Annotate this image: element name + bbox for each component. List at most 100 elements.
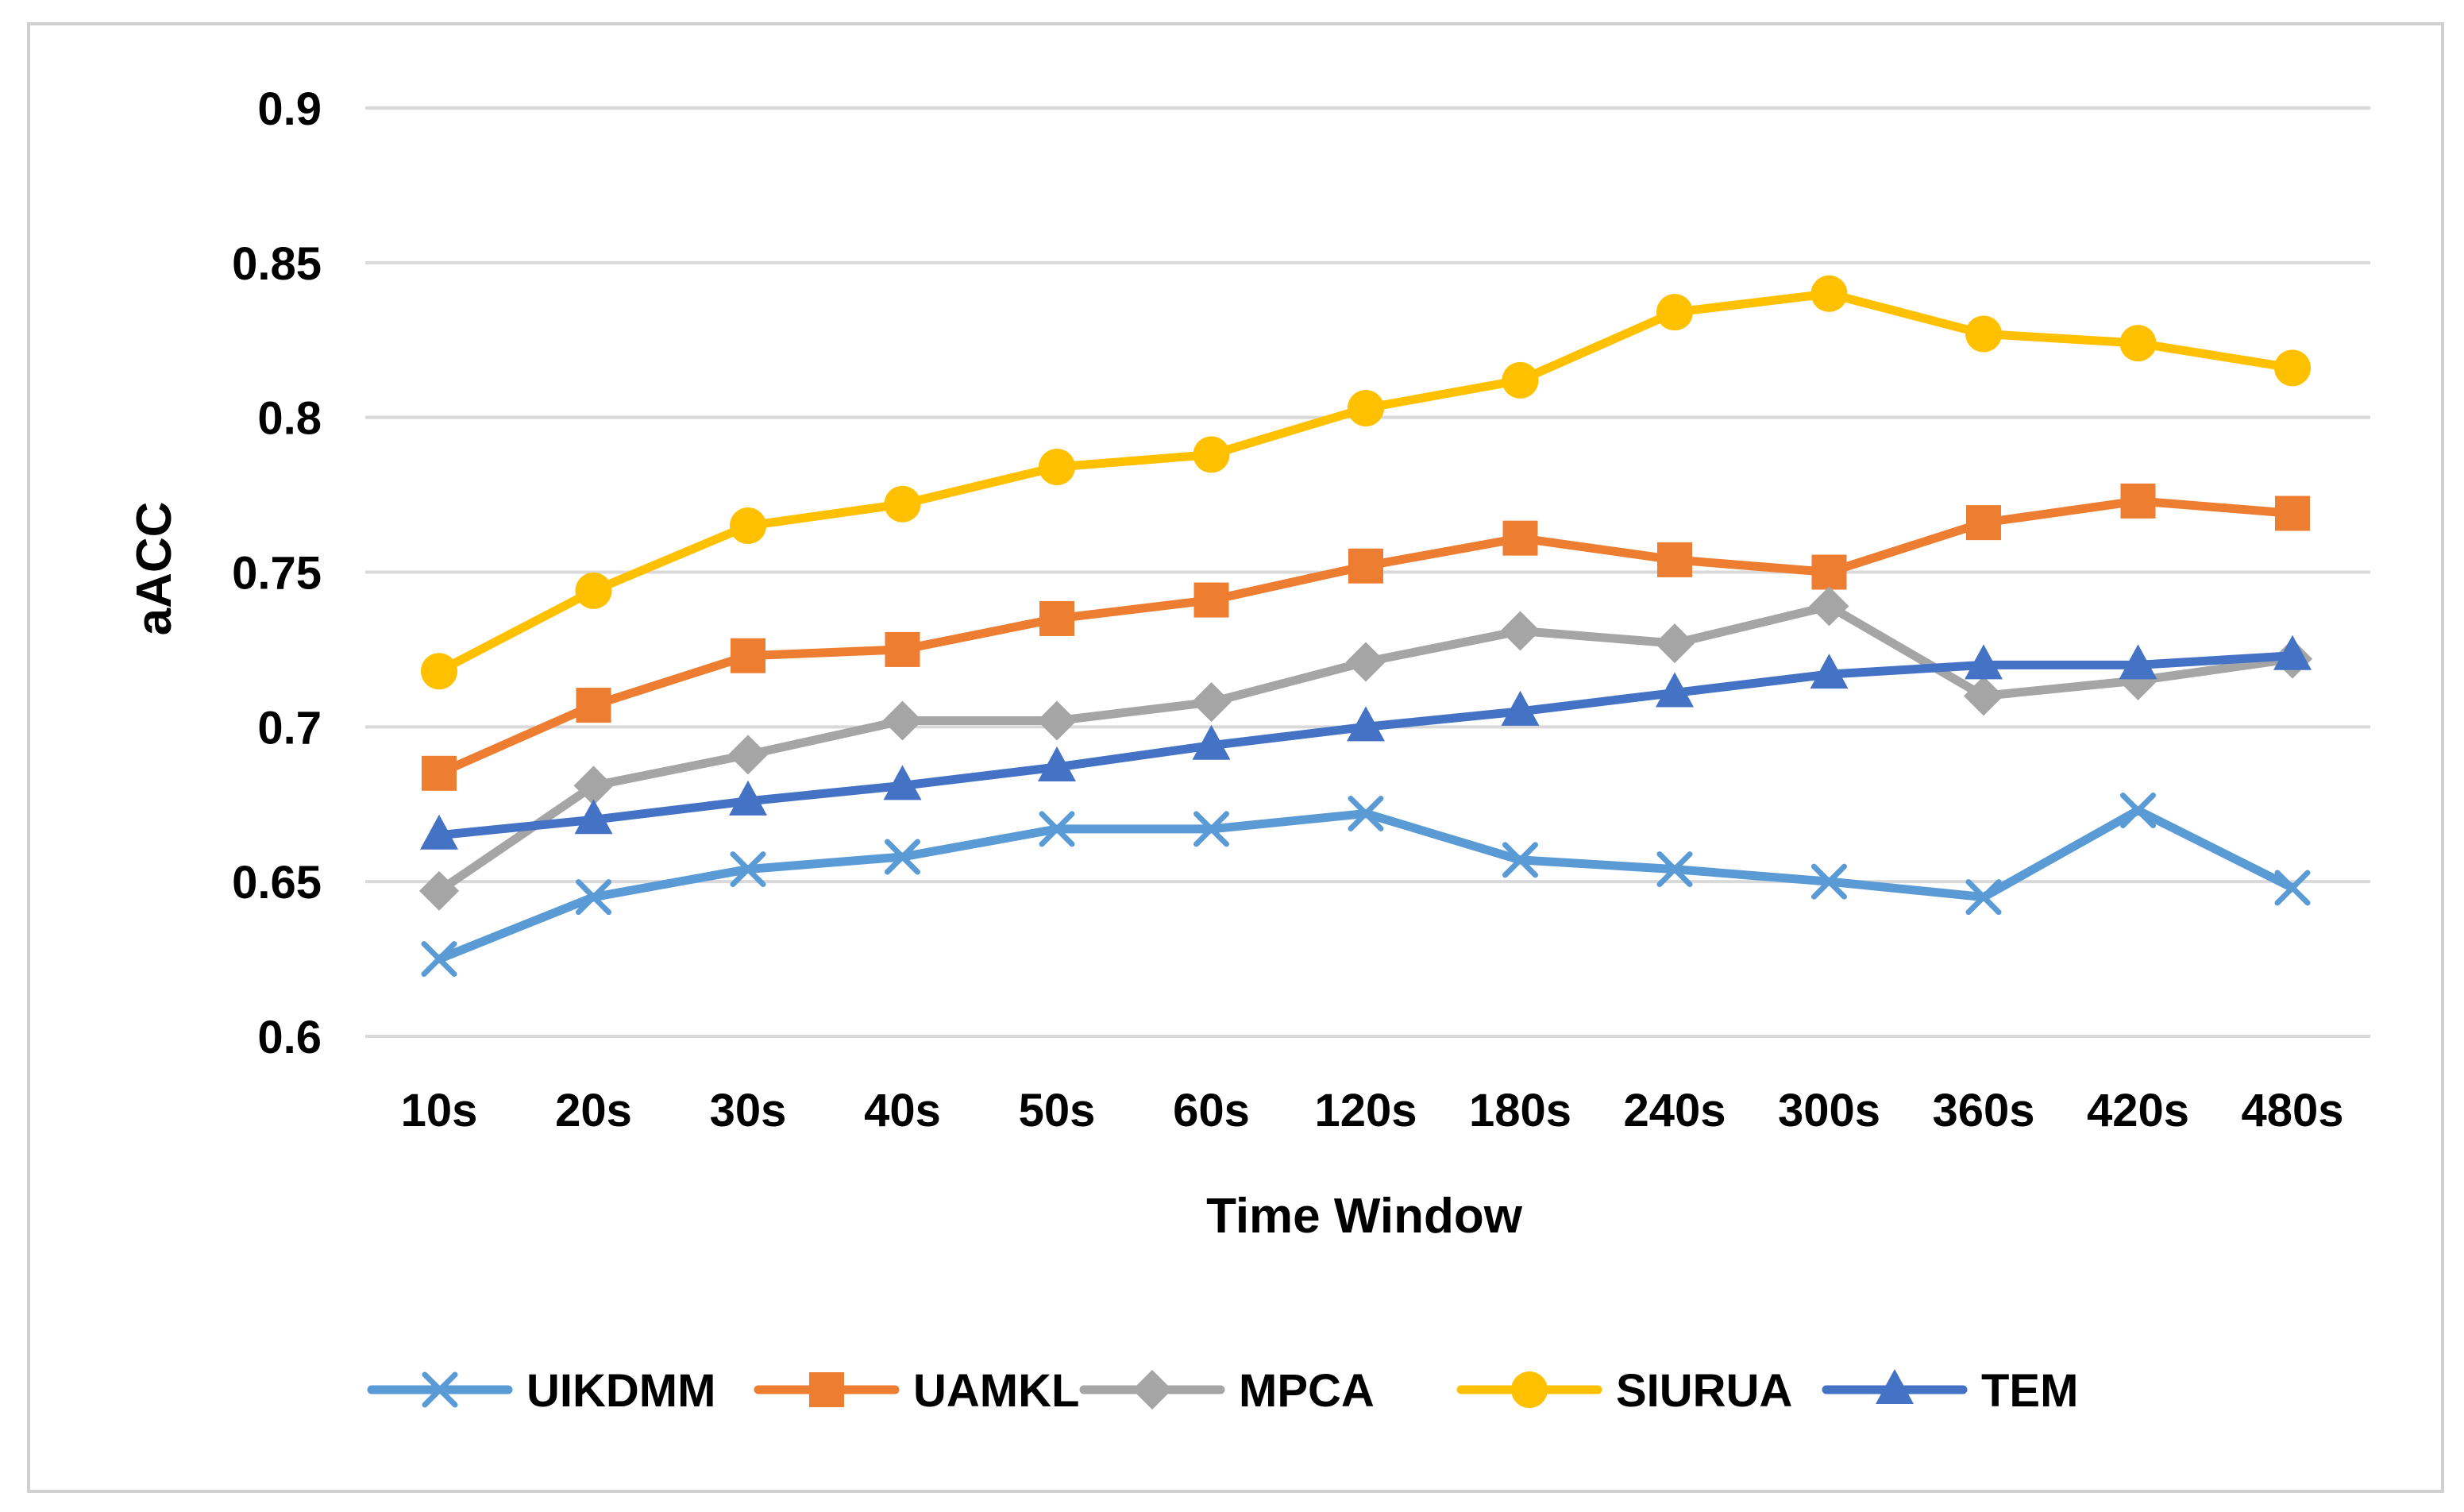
x-tick-label: 30s [710,1085,787,1136]
data-point-tem [1347,706,1385,742]
data-point-uamkl [1348,548,1383,584]
data-point-siurua [575,572,612,609]
data-point-siurua [421,653,457,690]
data-point-uikdmm [421,941,457,978]
legend-marker-tem [1876,1369,1914,1404]
data-point-siurua [1656,294,1693,331]
x-tick-label: 300s [1778,1085,1880,1136]
data-point-mpca [419,870,459,911]
data-point-mpca [882,700,923,741]
legend-marker-uamkl [809,1372,844,1407]
x-tick-label: 480s [2241,1085,2343,1136]
data-point-uamkl [885,631,920,667]
data-point-siurua [884,485,921,523]
data-point-uamkl [731,638,765,673]
legend-item-siurua: SIURUA [1456,1365,1792,1417]
data-point-uikdmm [1502,842,1538,878]
data-point-siurua [1965,315,2002,353]
series-siurua [421,275,2311,690]
data-point-uamkl [576,688,611,723]
data-point-mpca [1500,611,1540,651]
legend-label-uamkl: UAMKL [913,1365,1079,1417]
series-group [419,275,2312,978]
data-point-uamkl [1193,582,1229,618]
legend-label-siurua: SIURUA [1616,1365,1792,1417]
data-point-uamkl [1657,542,1692,577]
data-point-tem [1656,672,1694,708]
data-point-uamkl [2275,496,2310,531]
series-mpca [419,586,2312,911]
y-tick-label: 0.85 [232,238,322,290]
data-point-tem [1810,654,1849,689]
y-tick-label: 0.75 [232,548,322,600]
data-point-uamkl [1966,505,2001,541]
x-tick-label: 120s [1314,1085,1417,1136]
data-point-tem [420,814,458,850]
data-point-mpca [1037,700,1077,741]
data-point-mpca [573,766,614,806]
series-uikdmm [421,793,2311,978]
y-tick-label: 0.9 [257,83,322,135]
x-tick-label: 50s [1019,1085,1096,1136]
data-point-uamkl [422,755,457,791]
x-tick-label: 40s [864,1085,941,1136]
data-point-mpca [728,735,768,775]
data-point-mpca [1346,642,1386,682]
y-tick-label: 0.6 [257,1012,322,1063]
legend-label-mpca: MPCA [1239,1365,1375,1417]
data-point-mpca [1809,586,1849,627]
x-tick-label: 420s [2087,1085,2189,1136]
data-point-siurua [730,507,766,545]
legend-marker-siurua [1511,1371,1548,1408]
y-tick-label: 0.8 [257,393,322,445]
legend-item-tem: TEM [1822,1365,2078,1417]
legend-item-uikdmm: UIKDMM [367,1365,715,1417]
legend-marker-mpca [1132,1370,1172,1410]
data-point-uikdmm [1039,811,1075,847]
y-axis-label: aACC [127,502,182,636]
data-point-tem [1038,746,1076,781]
legend-marker-uikdmm [422,1371,458,1408]
data-point-tem [1965,644,2003,680]
data-point-tem [883,765,922,800]
x-tick-label: 10s [401,1085,478,1136]
data-point-tem [2273,634,2312,670]
data-point-uamkl [1502,520,1538,556]
x-axis-label: Time Window [1206,1189,1523,1244]
data-point-uikdmm [885,839,920,875]
legend: UIKDMM UAMKL MPCA SIURUA TEM [367,1365,2078,1417]
data-point-uikdmm [2274,870,2311,906]
data-point-uikdmm [1656,851,1693,888]
data-point-siurua [2119,325,2157,362]
y-tick-labels: 0.6 0.65 0.7 0.75 0.8 0.85 0.9 [232,83,322,1063]
data-point-uamkl [1811,554,1847,590]
data-point-uamkl [2120,483,2156,519]
data-point-mpca [1655,623,1695,664]
series-tem [420,634,2312,850]
data-point-uikdmm [1811,863,1847,900]
data-point-siurua [1810,275,1848,312]
chart-frame [27,22,2444,1493]
y-tick-label: 0.65 [232,857,322,908]
data-point-siurua [1193,436,1230,473]
legend-item-mpca: MPCA [1079,1365,1375,1417]
data-point-uikdmm [730,851,766,888]
series-uamkl [422,483,2310,791]
data-point-mpca [1964,676,2003,716]
data-point-uamkl [1039,600,1074,636]
x-tick-label: 180s [1469,1085,1571,1136]
data-point-mpca [1191,682,1232,723]
legend-label-uikdmm: UIKDMM [526,1365,715,1417]
data-point-tem [2119,644,2157,680]
data-point-siurua [1348,389,1384,426]
x-tick-label: 60s [1173,1085,1250,1136]
data-point-siurua [1502,361,1539,399]
data-point-tem [729,780,767,816]
legend-label-tem: TEM [1981,1365,2078,1417]
data-point-uikdmm [576,879,611,916]
legend-item-uamkl: UAMKL [754,1365,1079,1417]
x-tick-label: 240s [1623,1085,1726,1136]
y-tick-label: 0.7 [257,702,322,754]
